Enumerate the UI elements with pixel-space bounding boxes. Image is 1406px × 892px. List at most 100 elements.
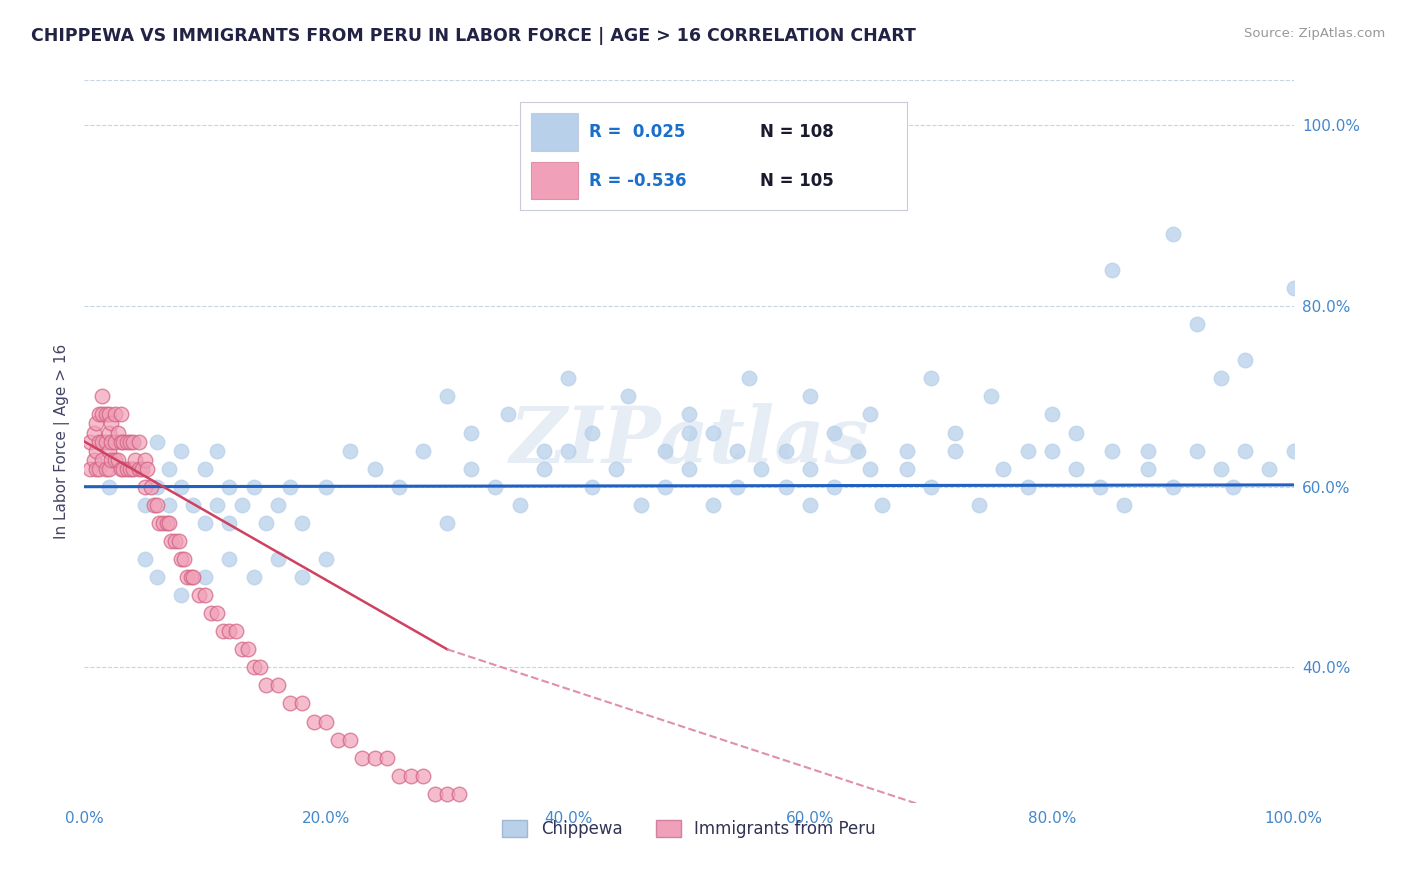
Point xyxy=(375,750,398,764)
Point xyxy=(110,408,132,422)
Point xyxy=(533,461,555,475)
Point xyxy=(104,434,127,449)
Point xyxy=(134,498,156,512)
Point xyxy=(146,480,169,494)
Point xyxy=(496,822,519,837)
Point xyxy=(702,877,724,891)
Point xyxy=(291,697,314,711)
Point xyxy=(751,461,773,475)
Point xyxy=(896,461,918,475)
Point xyxy=(104,408,127,422)
Point xyxy=(254,678,277,692)
Point xyxy=(143,498,166,512)
Point xyxy=(176,570,198,584)
Point xyxy=(97,408,120,422)
Point xyxy=(218,480,240,494)
Point xyxy=(134,452,156,467)
Point xyxy=(1040,443,1063,458)
Point xyxy=(967,498,990,512)
Point xyxy=(339,443,361,458)
Point xyxy=(157,516,180,530)
Point xyxy=(170,552,193,566)
Point xyxy=(678,408,700,422)
Point xyxy=(363,750,385,764)
Point xyxy=(1064,461,1087,475)
Point xyxy=(112,461,135,475)
Point xyxy=(225,624,247,639)
Point xyxy=(1137,461,1160,475)
Point xyxy=(134,480,156,494)
Point xyxy=(181,498,204,512)
Point xyxy=(775,443,797,458)
Point xyxy=(180,570,202,584)
Point xyxy=(146,434,169,449)
Point xyxy=(328,732,350,747)
Point xyxy=(980,389,1002,403)
Point xyxy=(121,461,143,475)
Point xyxy=(218,624,240,639)
Point xyxy=(388,769,411,783)
Point xyxy=(1064,425,1087,440)
Point xyxy=(339,732,361,747)
Point xyxy=(173,552,195,566)
Point xyxy=(136,461,159,475)
Point xyxy=(157,461,180,475)
Point xyxy=(91,408,114,422)
Point xyxy=(254,516,277,530)
Point xyxy=(87,408,110,422)
Point xyxy=(139,480,162,494)
Point xyxy=(738,371,761,385)
Point xyxy=(200,606,222,620)
Point xyxy=(1209,461,1232,475)
Point xyxy=(557,371,579,385)
Point xyxy=(823,425,845,440)
Point xyxy=(97,480,120,494)
Point xyxy=(87,434,110,449)
Point xyxy=(896,443,918,458)
Point xyxy=(1017,443,1039,458)
Point xyxy=(134,552,156,566)
Point xyxy=(943,443,966,458)
Point xyxy=(79,461,101,475)
Point xyxy=(148,516,170,530)
Point xyxy=(1137,443,1160,458)
Point xyxy=(557,443,579,458)
Point xyxy=(194,461,217,475)
Point xyxy=(436,389,458,403)
Point xyxy=(83,452,105,467)
Point xyxy=(291,570,314,584)
Point xyxy=(97,443,120,458)
Point xyxy=(1185,443,1208,458)
Point xyxy=(872,498,894,512)
Point xyxy=(412,769,434,783)
Point xyxy=(436,787,458,801)
Point xyxy=(155,516,177,530)
Point xyxy=(194,516,217,530)
Point xyxy=(207,443,229,458)
Point xyxy=(423,787,446,801)
Point xyxy=(725,480,748,494)
Point xyxy=(1234,353,1257,368)
Point xyxy=(1088,480,1111,494)
Point xyxy=(484,480,506,494)
Point xyxy=(993,461,1015,475)
Point xyxy=(100,417,122,431)
Point xyxy=(725,443,748,458)
Point xyxy=(630,498,652,512)
Point xyxy=(170,443,193,458)
Text: ZIPatlas: ZIPatlas xyxy=(509,403,869,480)
Point xyxy=(412,443,434,458)
Point xyxy=(352,750,374,764)
Point xyxy=(460,461,482,475)
Point xyxy=(1282,281,1305,295)
Point xyxy=(242,660,264,674)
Point xyxy=(509,498,531,512)
Point xyxy=(104,452,127,467)
Point xyxy=(654,480,676,494)
Point xyxy=(128,461,150,475)
Point xyxy=(496,408,519,422)
Point xyxy=(315,552,337,566)
Point xyxy=(775,480,797,494)
Point xyxy=(557,841,579,855)
Point xyxy=(242,570,264,584)
